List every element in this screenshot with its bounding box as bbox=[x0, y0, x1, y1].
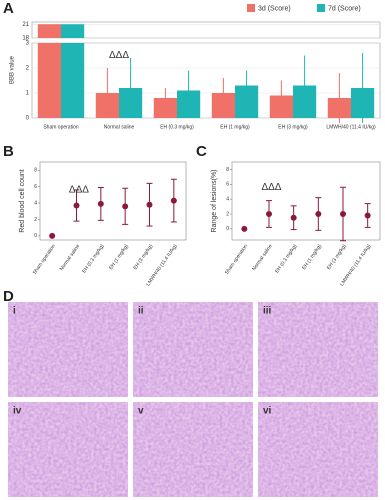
panel-label: C bbox=[196, 143, 207, 160]
bar bbox=[37, 43, 61, 118]
y-tick-label: 2 bbox=[226, 211, 229, 217]
y-tick-label: 4 bbox=[226, 196, 229, 202]
image-label: v bbox=[138, 406, 144, 417]
bar bbox=[61, 24, 85, 38]
y-tick-label: 8 bbox=[226, 167, 229, 173]
axis-panel bbox=[39, 161, 187, 241]
y-tick-label: 0 bbox=[26, 116, 30, 122]
annotation: ΔΔΔ bbox=[109, 50, 129, 61]
point bbox=[315, 211, 322, 217]
image-label: vi bbox=[263, 406, 272, 417]
x-tick-label: Sham operation bbox=[43, 124, 79, 130]
legend-swatch bbox=[317, 4, 325, 12]
point bbox=[266, 211, 272, 217]
x-tick-label: EH (1 mg/kg) bbox=[220, 124, 250, 130]
point bbox=[122, 203, 129, 210]
histology-texture bbox=[8, 402, 128, 497]
bar bbox=[37, 24, 61, 38]
point bbox=[146, 201, 153, 208]
point bbox=[241, 225, 248, 232]
image-label: iv bbox=[13, 406, 22, 417]
panel-label: D bbox=[3, 288, 14, 305]
point bbox=[49, 232, 56, 239]
point bbox=[97, 200, 104, 207]
image-label: iii bbox=[263, 306, 272, 317]
panel-label: A bbox=[3, 0, 14, 17]
y-tick-label: 1 bbox=[26, 91, 30, 97]
panel-label: B bbox=[3, 143, 14, 160]
y-tick-label: 8 bbox=[34, 168, 37, 174]
histology-texture bbox=[8, 302, 128, 397]
image-label: ii bbox=[138, 306, 144, 317]
bar bbox=[61, 43, 85, 118]
y-axis-label: Range of lesions(%) bbox=[211, 169, 218, 232]
y-tick-label: 4 bbox=[34, 200, 37, 206]
point bbox=[290, 214, 297, 221]
y-tick-label: 3 bbox=[26, 41, 30, 47]
point bbox=[364, 212, 371, 219]
point bbox=[340, 211, 346, 217]
x-tick-label: Normal saline bbox=[104, 124, 135, 130]
y-tick-label: 2 bbox=[34, 217, 37, 223]
x-tick-label: LMWH/40 (11.4 IU/kg) bbox=[326, 124, 376, 130]
point bbox=[170, 197, 177, 204]
y-tick-label: 0 bbox=[226, 226, 229, 232]
histology-texture bbox=[258, 302, 378, 397]
image-label: i bbox=[13, 306, 16, 317]
legend-swatch bbox=[247, 4, 255, 12]
legend-label: 7d (Score) bbox=[328, 5, 361, 12]
y-tick-label: 21 bbox=[22, 22, 29, 28]
x-tick-label: EH (3 mg/kg) bbox=[278, 124, 308, 130]
annotation: ΔΔΔ bbox=[261, 182, 281, 193]
y-axis-label: Red blood cell count bbox=[19, 169, 26, 232]
histology-texture bbox=[258, 402, 378, 497]
bar bbox=[235, 85, 259, 118]
point bbox=[73, 202, 80, 209]
axis-panel bbox=[231, 161, 381, 241]
y-tick-label: 6 bbox=[226, 182, 229, 188]
y-tick-label: 0 bbox=[34, 233, 37, 239]
x-tick-label: EH (0.3 mg/kg) bbox=[160, 124, 194, 130]
legend-label: 3d (Score) bbox=[258, 5, 291, 12]
y-tick-label: 6 bbox=[34, 184, 37, 190]
histology-texture bbox=[133, 302, 253, 397]
y-tick-label: 2 bbox=[26, 66, 30, 72]
y-axis-label: BBB value bbox=[10, 55, 16, 84]
y-tick-label: 18 bbox=[22, 36, 29, 42]
histology-texture bbox=[133, 402, 253, 497]
annotation: ΔΔΔ bbox=[69, 185, 89, 196]
